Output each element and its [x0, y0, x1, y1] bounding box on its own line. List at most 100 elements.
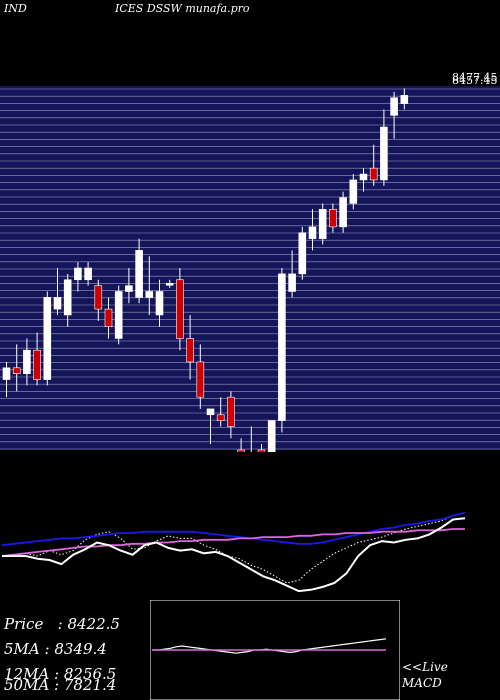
candle-body-up	[359, 173, 368, 181]
candle-body-down	[33, 349, 41, 380]
candle	[186, 314, 194, 380]
candle-body-up	[349, 179, 358, 204]
candle	[2, 361, 11, 398]
candle-body-up	[84, 267, 92, 281]
candle-body-up	[400, 95, 409, 104]
candle	[380, 109, 388, 186]
candle-body-down	[237, 449, 245, 452]
candle	[74, 262, 82, 292]
stat-12ma: 12MA : 8256.5	[4, 665, 117, 683]
macd-series-lines	[152, 638, 387, 654]
candle	[165, 279, 174, 288]
candle	[390, 91, 398, 139]
ma-series-line	[2, 517, 466, 593]
candle-body-down	[104, 308, 113, 328]
candle-body-up	[318, 208, 327, 239]
candle	[23, 338, 31, 386]
candle-body-up	[308, 226, 317, 239]
candle-body-up	[288, 273, 296, 292]
candle	[298, 226, 307, 280]
candle	[359, 168, 368, 192]
candle-body-down	[329, 208, 337, 228]
candle-body-down	[257, 449, 266, 452]
candle-body-up	[165, 282, 174, 286]
header-right: ICES DSSW munafa.pro	[115, 2, 250, 15]
candle	[53, 268, 62, 315]
candle-body-up	[267, 420, 276, 452]
candle	[216, 397, 225, 427]
stat-price: Price : 8422.5	[4, 615, 120, 633]
candle	[349, 174, 358, 210]
candle	[278, 268, 286, 433]
candle	[250, 426, 252, 452]
candle-body-down	[186, 338, 194, 363]
header-left: IND	[4, 2, 27, 15]
candle-body-down	[176, 279, 184, 339]
candle	[227, 391, 235, 439]
ma-series-line	[2, 512, 466, 584]
candle-body-up	[2, 367, 11, 380]
candle-body-up	[125, 285, 133, 292]
candle-body-up	[145, 291, 154, 298]
candle	[267, 420, 276, 452]
price-axis-label: 8457.45	[452, 74, 498, 87]
candle	[114, 285, 123, 345]
candle-body-up	[206, 408, 215, 416]
candle	[84, 262, 92, 286]
candle-body-up	[53, 297, 62, 310]
candle-body-up	[380, 126, 388, 181]
candle	[339, 191, 347, 233]
candle	[135, 238, 143, 304]
candle-body-up	[339, 197, 347, 228]
candle-body-up	[155, 291, 164, 316]
candle-body-down	[94, 285, 103, 310]
candle-body-down	[196, 361, 205, 398]
candle	[329, 203, 337, 233]
candle-body-up	[114, 291, 123, 339]
candle-body-up	[63, 279, 72, 316]
stat-50ma: 50MA : 7821.4	[4, 676, 117, 694]
candle-body-down	[216, 414, 225, 421]
candle	[196, 344, 205, 409]
candle-body-up	[74, 267, 82, 281]
candle	[237, 438, 245, 452]
candle-body-down	[369, 167, 378, 181]
macd-live-label: <<Live	[402, 660, 448, 674]
candle	[104, 297, 113, 339]
macd-chart	[150, 600, 400, 700]
candle	[206, 408, 215, 445]
candle-body-up	[43, 297, 52, 380]
price-axis-label: 8477.45	[452, 71, 498, 84]
candle-body-up	[390, 97, 398, 116]
ma-series-lines	[1, 511, 466, 593]
candle	[63, 273, 72, 327]
candle	[125, 268, 133, 304]
candle-body-down	[12, 367, 21, 374]
candle	[43, 291, 52, 386]
candle	[288, 250, 296, 298]
macd-label: MACD	[402, 676, 442, 690]
candle	[176, 268, 184, 351]
price-candles	[2, 88, 409, 452]
candle-body-down	[227, 396, 235, 427]
candle	[12, 344, 21, 392]
price-gridlines	[0, 88, 500, 450]
ma-series-line	[1, 511, 466, 547]
candle	[155, 279, 164, 327]
stat-5ma: 5MA : 8349.4	[4, 640, 107, 658]
candle	[318, 203, 327, 245]
candle-body-up	[278, 273, 286, 421]
candle-body-up	[135, 250, 143, 298]
candle	[33, 332, 41, 386]
candle	[257, 444, 266, 452]
candle-body-up	[23, 349, 31, 374]
candle-body-up	[298, 232, 307, 275]
macd-series-line	[152, 638, 387, 654]
candle	[308, 209, 317, 251]
candle	[94, 279, 103, 321]
candle	[369, 144, 378, 186]
candle	[400, 88, 409, 110]
